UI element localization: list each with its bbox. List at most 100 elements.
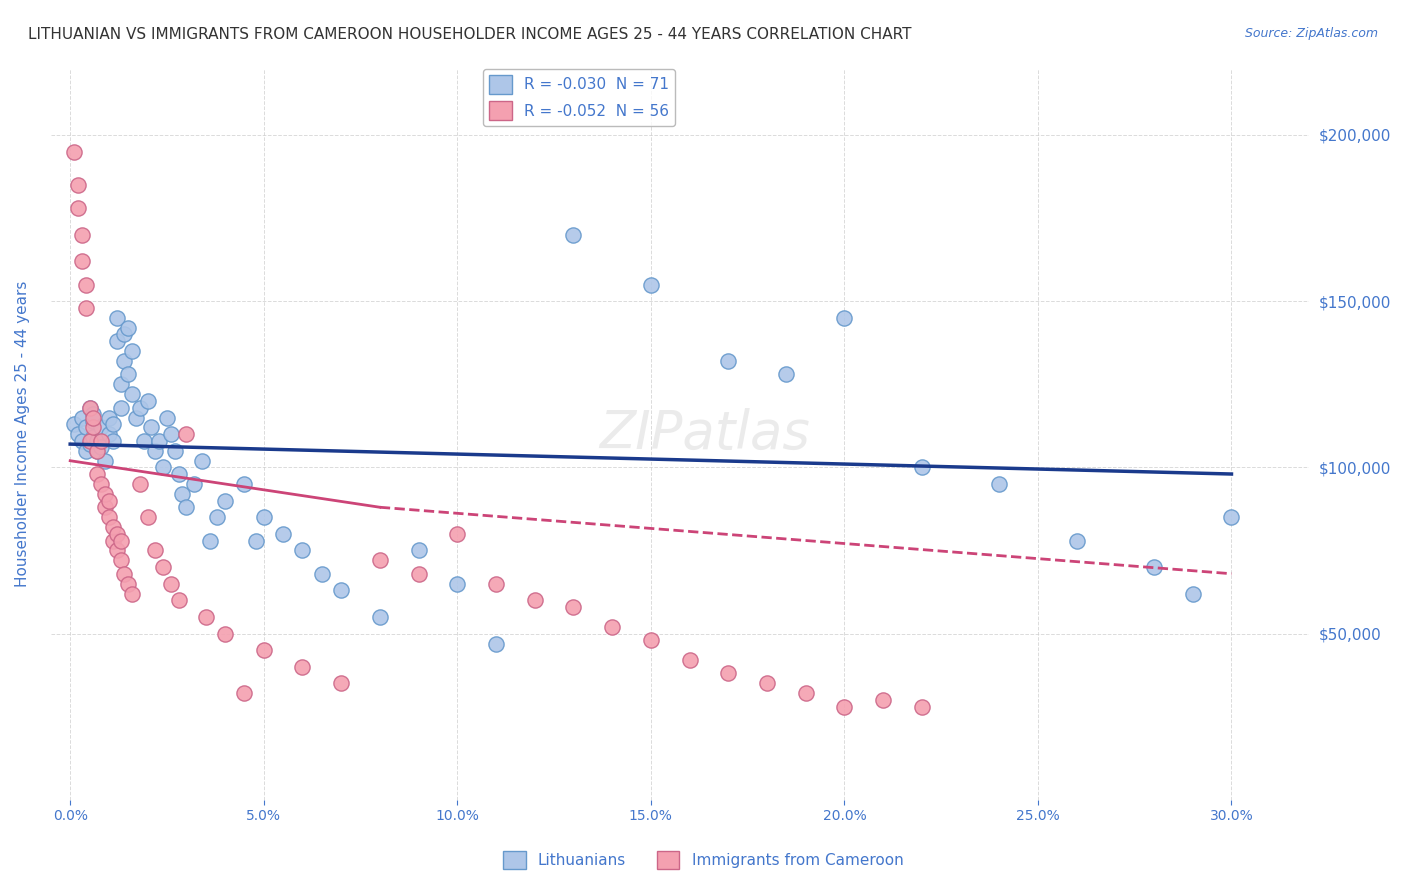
Point [183,477,205,491]
Point [271,526,294,541]
Point [94,454,117,468]
Point [291,543,314,558]
Point [66,427,89,442]
Text: LITHUANIAN VS IMMIGRANTS FROM CAMEROON HOUSEHOLDER INCOME AGES 25 - 44 YEARS COR: LITHUANIAN VS IMMIGRANTS FROM CAMEROON H… [28,27,911,42]
Point [86,443,108,458]
Point [66,201,89,215]
Point [75,420,97,434]
Point [214,493,236,508]
Point [121,344,143,359]
Point [233,477,256,491]
Point [600,620,623,634]
Point [117,576,139,591]
Point [562,599,585,614]
Point [214,626,236,640]
Point [717,666,740,681]
Point [121,587,143,601]
Point [101,533,124,548]
Point [872,693,894,707]
Point [112,354,135,368]
Point [86,434,108,448]
Point [775,368,797,382]
Point [408,566,430,581]
Point [152,560,174,574]
Point [110,401,132,415]
Point [167,467,190,481]
Point [97,510,120,524]
Point [86,443,108,458]
Point [101,417,124,432]
Point [90,420,112,434]
Point [112,327,135,342]
Point [523,593,546,607]
Point [101,434,124,448]
Point [136,510,159,524]
Point [485,636,508,650]
Point [176,500,198,515]
Point [82,410,104,425]
Point [794,686,817,700]
Point [253,643,276,657]
Point [105,310,128,325]
Point [167,593,190,607]
Point [86,467,108,481]
Point [79,434,101,448]
Point [70,254,93,268]
Point [82,420,104,434]
Point [911,699,934,714]
Point [834,699,856,714]
Point [1181,587,1204,601]
Point [82,430,104,444]
Point [194,610,217,624]
Point [90,477,112,491]
Point [94,487,117,501]
Point [233,686,256,700]
Point [368,610,391,624]
Point [911,460,934,475]
Point [148,434,170,448]
Point [97,410,120,425]
Point [198,533,221,548]
Point [94,500,117,515]
Point [330,676,353,690]
Point [446,526,468,541]
Point [97,427,120,442]
Point [834,310,856,325]
Point [717,354,740,368]
Point [408,543,430,558]
Point [105,334,128,348]
Point [97,493,120,508]
Point [63,417,86,432]
Point [79,401,101,415]
Point [143,543,166,558]
Y-axis label: Householder Income Ages 25 - 44 years: Householder Income Ages 25 - 44 years [15,281,30,587]
Point [207,510,229,524]
Point [75,277,97,292]
Point [253,510,276,524]
Point [755,676,778,690]
Point [678,653,700,667]
Point [640,277,662,292]
Point [70,410,93,425]
Point [562,227,585,242]
Point [66,178,89,192]
Point [191,454,214,468]
Point [90,434,112,448]
Point [446,576,468,591]
Point [112,566,135,581]
Point [160,576,183,591]
Point [485,576,508,591]
Point [160,427,183,442]
Point [128,401,150,415]
Point [79,437,101,451]
Point [117,320,139,334]
Point [128,477,150,491]
Point [82,414,104,428]
Point [79,401,101,415]
Point [101,520,124,534]
Point [1143,560,1166,574]
Point [110,533,132,548]
Point [105,543,128,558]
Point [110,553,132,567]
Point [117,368,139,382]
